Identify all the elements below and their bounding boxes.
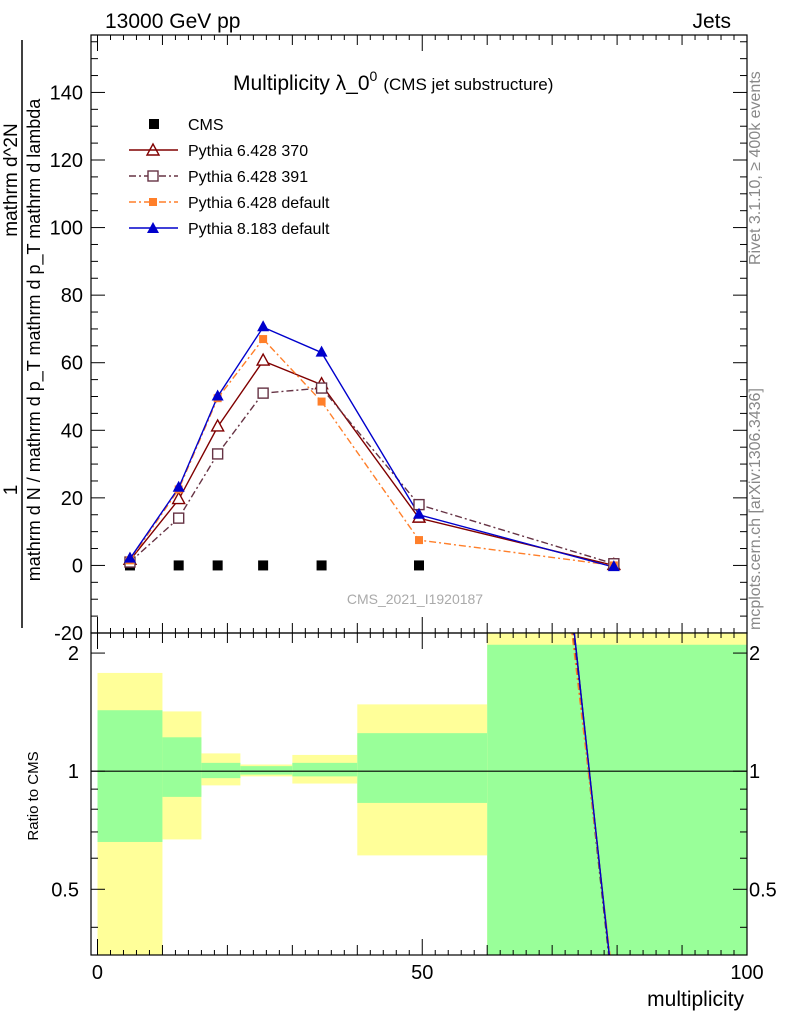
x-tick-label: 50 (411, 962, 433, 984)
legend-label-p391: Pythia 6.428 391 (188, 169, 308, 186)
point-p391 (172, 512, 185, 524)
series-line-p370 (129, 360, 615, 567)
x-tick-label: 0 (92, 962, 103, 984)
energy-label: 13000 GeV pp (105, 10, 240, 33)
point-cms (316, 560, 327, 571)
legend-marker-p8def (147, 222, 159, 233)
point-p370 (255, 352, 271, 366)
y-axis-label-top: mathrm d^2N (1, 123, 22, 236)
y-tick-label: 140 (50, 82, 83, 104)
point-cms (173, 560, 184, 571)
point-cms (414, 560, 424, 571)
y-tick-label: 100 (50, 218, 83, 240)
legend-label-cms: CMS (188, 117, 224, 134)
y-tick-label: 60 (61, 353, 83, 375)
legend-label-p8def: Pythia 8.183 default (188, 221, 330, 238)
chart-title: Multiplicity λ_00 (CMS jet substructure) (233, 68, 553, 95)
point-p8def (123, 551, 136, 563)
ratio-line-1 (572, 633, 610, 955)
process-label: Jets (692, 10, 731, 33)
x-tick-label: 100 (730, 962, 763, 984)
ratio-panel: 0 50 100 0.5 0.5 1 1 2 2 (51, 632, 777, 984)
x-axis-label: multiplicity (647, 988, 744, 1011)
ratio-y-tick-label-left: 2 (68, 643, 79, 665)
ratio-band-inner-5 (357, 733, 488, 803)
point-p370 (171, 491, 186, 505)
legend-marker-cms (149, 119, 159, 129)
y-tick-label: 80 (61, 285, 83, 307)
point-p8def (413, 507, 425, 519)
y-tick-label: 40 (61, 420, 83, 442)
ratio-y-tick-label-right: 0.5 (749, 879, 777, 901)
legend-marker-p391 (147, 170, 159, 182)
point-p8def (211, 389, 224, 401)
legend-entry-p370: Pythia 6.428 370 (129, 142, 308, 160)
ratio-frame (90, 632, 748, 956)
rivet-version-label: Rivet 3.1.10, ≥ 400k events (747, 71, 764, 265)
y-axis-label-denominator: mathrm d N / mathrm d p_T mathrm d p_T m… (24, 98, 45, 581)
legend-marker-p6def (149, 198, 157, 206)
series-line-p8def (129, 326, 615, 568)
ratio-band-inner-3 (240, 766, 293, 775)
point-p391 (211, 448, 224, 460)
point-p370 (210, 418, 225, 432)
legend-marker-p370 (145, 142, 161, 156)
ratio-y-axis-label: Ratio to CMS (25, 751, 42, 840)
ratio-band-inner-4 (292, 762, 358, 777)
ratio-bands (97, 633, 747, 955)
y-tick-label: 120 (50, 150, 83, 172)
ratio-band-inner-6 (487, 644, 747, 955)
y-tick-label: 20 (61, 488, 83, 510)
point-p8def (172, 480, 185, 492)
ratio-band-inner-0 (97, 710, 163, 842)
legend-entry-p6def: Pythia 6.428 default (129, 195, 330, 212)
ratio-band-inner-2 (201, 762, 241, 779)
point-p8def (257, 320, 270, 332)
legend-label-p6def: Pythia 6.428 default (188, 195, 330, 212)
point-p6def (259, 335, 268, 344)
ratio-band-inner-1 (162, 737, 202, 797)
legend: CMS Pythia 6.428 370 Pythia 6.428 391 Py… (129, 117, 330, 238)
y-axis-label-numerator: 1 (1, 485, 22, 496)
series-line-p391 (129, 387, 615, 565)
series-line-p6def (129, 337, 614, 567)
point-p8def (315, 345, 328, 357)
point-p6def (415, 536, 423, 545)
main-panel: -20 0 20 40 60 80 100 120 140 (50, 34, 748, 645)
ratio-y-tick-label-left: 1 (68, 761, 79, 783)
point-cms (258, 560, 269, 571)
point-p8def (607, 560, 620, 572)
point-p6def (317, 397, 326, 406)
legend-entry-p8def: Pythia 8.183 default (129, 221, 330, 238)
analysis-label: CMS_2021_I1920187 (347, 591, 483, 607)
legend-label-p370: Pythia 6.428 370 (188, 143, 308, 160)
legend-entry-p391: Pythia 6.428 391 (129, 169, 308, 186)
mcplots-label: mcplots.cern.ch [arXiv:1306.3436] (747, 388, 764, 630)
ratio-y-tick-label-right: 1 (749, 761, 760, 783)
point-cms (212, 560, 223, 571)
ratio-y-tick-label-right: 2 (749, 643, 760, 665)
y-tick-label: 0 (72, 555, 83, 577)
point-p391 (315, 382, 328, 394)
point-p391 (257, 387, 269, 399)
ratio-y-tick-label-left: 0.5 (51, 879, 79, 901)
y-tick-label: -20 (54, 623, 83, 645)
ratio-line-3 (573, 633, 611, 955)
legend-entry-cms: CMS (149, 117, 224, 134)
